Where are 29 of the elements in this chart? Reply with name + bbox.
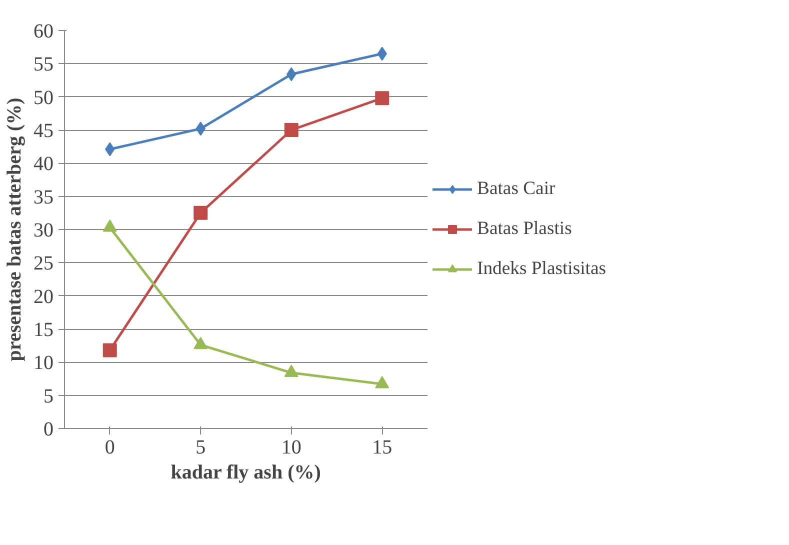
legend-label: Indeks Plastisitas [477, 258, 606, 280]
y-tick-label: 30 [34, 220, 54, 242]
y-tick-label: 40 [34, 153, 54, 176]
y-tick-label: 45 [34, 120, 54, 142]
y-axis-title: presentase batas atterberg (%) [4, 98, 26, 362]
y-tick-label: 10 [34, 352, 54, 374]
point [194, 206, 208, 220]
y-tick-label: 55 [34, 54, 54, 76]
x-tick-label: 0 [104, 436, 115, 458]
point [375, 91, 390, 106]
point [284, 123, 298, 137]
point [194, 336, 208, 350]
point [375, 376, 390, 388]
y-tick-label: 15 [34, 319, 54, 341]
y-tick-label: 25 [34, 252, 54, 275]
x-tick-label: 15 [372, 436, 392, 458]
x-axis-title: kadar fly ash (%) [170, 462, 321, 484]
x-tick-label: 5 [196, 436, 206, 458]
y-tick-label: 0 [44, 418, 54, 440]
y-tick-label: 35 [34, 186, 54, 208]
y-tick-label: 60 [34, 20, 54, 42]
legend-label: Batas Plastis [477, 218, 572, 240]
x-tick-label: 10 [281, 436, 302, 458]
point [284, 364, 298, 378]
y-tick-label: 5 [44, 385, 54, 408]
y-tick-label: 20 [34, 286, 54, 308]
y-tick-label: 50 [34, 86, 54, 109]
legend-label: Batas Cair [477, 178, 556, 200]
point [102, 220, 117, 232]
